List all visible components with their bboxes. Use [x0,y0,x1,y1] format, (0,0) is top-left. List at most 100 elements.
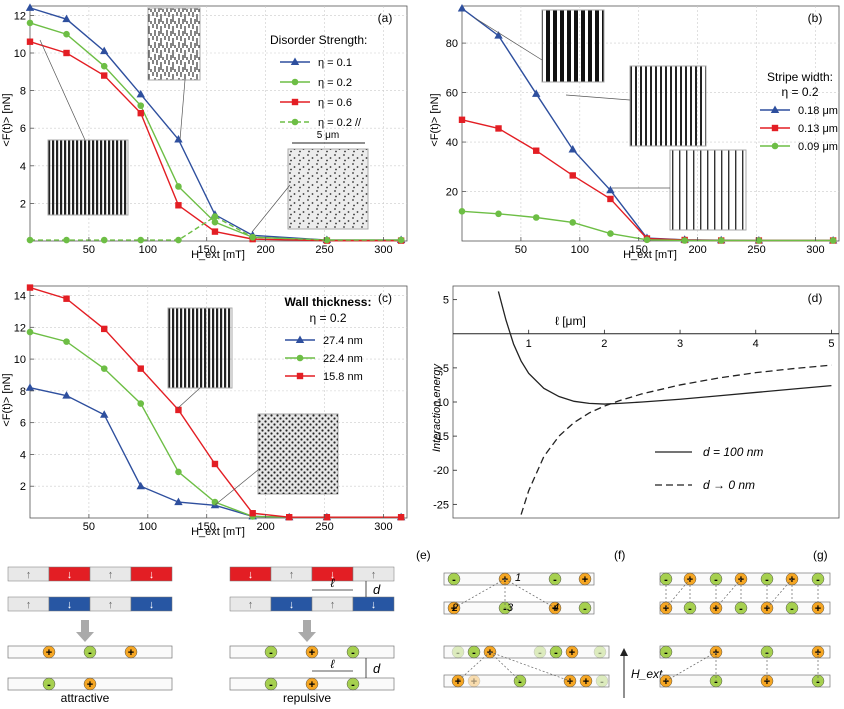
y-tick-label: 20 [446,187,458,199]
data-point [211,460,219,468]
legend-subtitle: η = 0.2 [781,85,818,99]
x-tick-label: 300 [806,244,824,256]
spin-arrow: ↓ [371,599,377,611]
panel-g-diagram: (g) -+-+-+-+-+-+-+-+-++-+- [659,548,831,688]
data-point [397,236,405,244]
series-lines [25,3,406,244]
legend-marker [770,105,780,113]
plus-charge [447,601,461,615]
x-tick-label: 150 [630,244,648,256]
x-tick-label: 300 [374,521,392,533]
x-tick-label: 250 [747,244,765,256]
spin-arrow: ↓ [248,569,254,581]
data-point [607,195,614,203]
data-point [62,14,71,23]
spin-arrow: ↓ [67,599,73,611]
data-point [26,38,34,45]
legend-title: Disorder Strength: [270,33,367,47]
data-point [100,410,109,418]
charge-sign: - [688,603,692,615]
charge-sign: + [738,574,744,586]
data-point [495,125,502,132]
data-point [717,237,725,244]
legend-label: d → 0 nm [703,478,755,492]
interaction-line [489,651,521,682]
series-lines [497,291,832,515]
y-tick-label: -5 [439,363,449,375]
charge-sign: + [569,647,575,659]
legend-label: η = 0.2 [318,77,352,89]
charge-sign: + [87,679,93,691]
charge-sign: + [687,574,693,586]
legend-marker [771,142,779,150]
wire-strip [659,645,831,659]
data-point [137,102,145,109]
x-tick-label: 2 [601,338,607,350]
inset-pointer [474,17,543,61]
charge-sign: - [351,679,355,691]
stripe-inset-thick [541,9,605,83]
y-tick-label: -15 [433,431,449,443]
charge-sign: + [471,676,477,688]
spin-arrow: ↑ [248,599,254,611]
panel-label: (d) [808,291,823,305]
spin-arrow: ↓ [67,569,73,581]
legend-marker [296,354,304,362]
series-lines [457,3,838,244]
legend-label: 15.8 nm [323,371,363,383]
legend: η = 0.1 η = 0.2 η = 0.6 η = 0.2 // [280,57,362,129]
domain-segment [352,596,395,612]
legend-label: 0.13 μm [798,123,838,135]
charge-sign: - [600,676,604,688]
charge-sign: + [663,603,669,615]
spin-arrow: ↑ [289,569,295,581]
caption-repulsive: repulsive [283,691,331,705]
interaction-line [665,651,717,682]
d-label: d [373,582,381,597]
inset-pointer [179,79,186,141]
charge-sign: - [664,647,668,659]
y-tick-label: 12 [14,322,26,334]
charge-sign: + [789,574,795,586]
legend-subtitle: η = 0.2 [309,311,346,325]
minus-charge [264,677,278,691]
legend-title: Stripe width: [767,70,833,84]
data-point [285,514,293,521]
panel-label: (a) [378,11,393,25]
x-tick-label: 200 [688,244,706,256]
x-tick-label: 200 [256,244,274,256]
legend: 27.4 nm 22.4 nm 15.8 nm [285,335,363,383]
data-point [533,147,540,154]
legend-marker [290,57,300,65]
data-point [755,237,763,244]
y-tick-label: 80 [446,38,458,50]
charge-sign: + [567,676,573,688]
data-point [211,498,219,506]
panel-e-diagram: (e) ↑ ↓ ↑ ↓ ↑ ↓ ↑ ↓ ↓ ↑ ↓ ↑ ↑ ↓ ↑ ↓ + - + - + - + - - + - ℓ ℓ d d attr… [7,548,431,705]
charge-sign: - [598,647,602,659]
inset-pointer [251,184,291,233]
data-point [458,116,466,123]
transition-arrow [303,620,311,632]
panel-b: 50 100 150 200 250 300 20 40 60 80 <F(t)> [nN] H_… [429,3,840,261]
charge-sign: - [714,676,718,688]
spin-arrow: ↑ [108,569,114,581]
x-axis-label: H_ext [mT] [623,249,677,261]
data-point [63,338,70,345]
gridlines [30,6,407,241]
panel-label: (c) [378,291,392,305]
legend-marker [291,118,299,126]
minus-charge [346,677,360,691]
x-axis-label: ℓ [μm] [555,314,586,328]
inset-pointer [177,387,201,409]
plus-charge [42,645,56,659]
spin-arrow: ↓ [289,599,295,611]
tick-labels: 1 2 3 4 5 5 -5 -10 -15 -20 -25 [433,295,834,512]
charge-sign: + [663,676,669,688]
panel-label: (g) [813,548,828,562]
charge-sign: + [713,603,719,615]
transition-arrow-head [76,632,94,642]
data-point [136,89,145,98]
data-point [25,3,35,11]
